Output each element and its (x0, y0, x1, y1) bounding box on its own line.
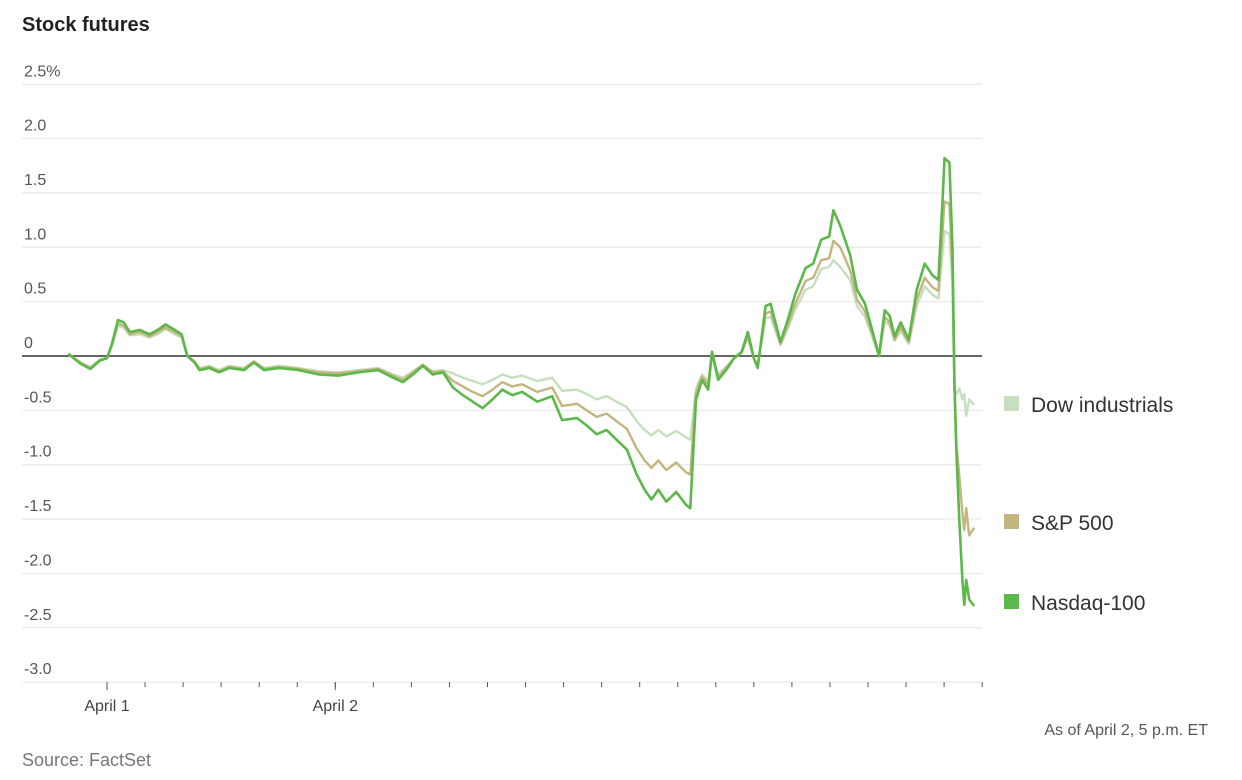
y-tick-label: -1.5 (24, 498, 52, 515)
x-tick-label: April 2 (313, 698, 358, 715)
y-tick-label: 2.0 (24, 118, 46, 135)
legend-swatch (1004, 594, 1019, 609)
legend-label: Dow industrials (1031, 394, 1173, 417)
legend-swatch (1004, 396, 1019, 411)
y-tick-label: -3.0 (24, 661, 52, 678)
as-of-note: As of April 2, 5 p.m. ET (1044, 722, 1208, 739)
y-tick-label: -2.5 (24, 607, 52, 624)
y-tick-label: 0 (24, 335, 33, 352)
y-tick-label: 2.5% (24, 63, 60, 80)
y-tick-label: -2.0 (24, 552, 52, 569)
series-line-dow-industrials (67, 229, 976, 441)
chart-title: Stock futures (22, 14, 150, 36)
legend-swatch (1004, 514, 1019, 529)
x-tick-label: April 1 (84, 698, 129, 715)
legend-label: S&P 500 (1031, 512, 1114, 535)
y-tick-label: 1.0 (24, 226, 46, 243)
y-tick-label: 0.5 (24, 281, 46, 298)
y-tick-label: -0.5 (24, 389, 52, 406)
legend-label: Nasdaq-100 (1031, 592, 1145, 615)
series-line-nasdaq-100 (67, 156, 976, 607)
y-tick-label: -1.0 (24, 444, 52, 461)
y-tick-label: 1.5 (24, 172, 46, 189)
source-note: Source: FactSet (22, 750, 152, 770)
